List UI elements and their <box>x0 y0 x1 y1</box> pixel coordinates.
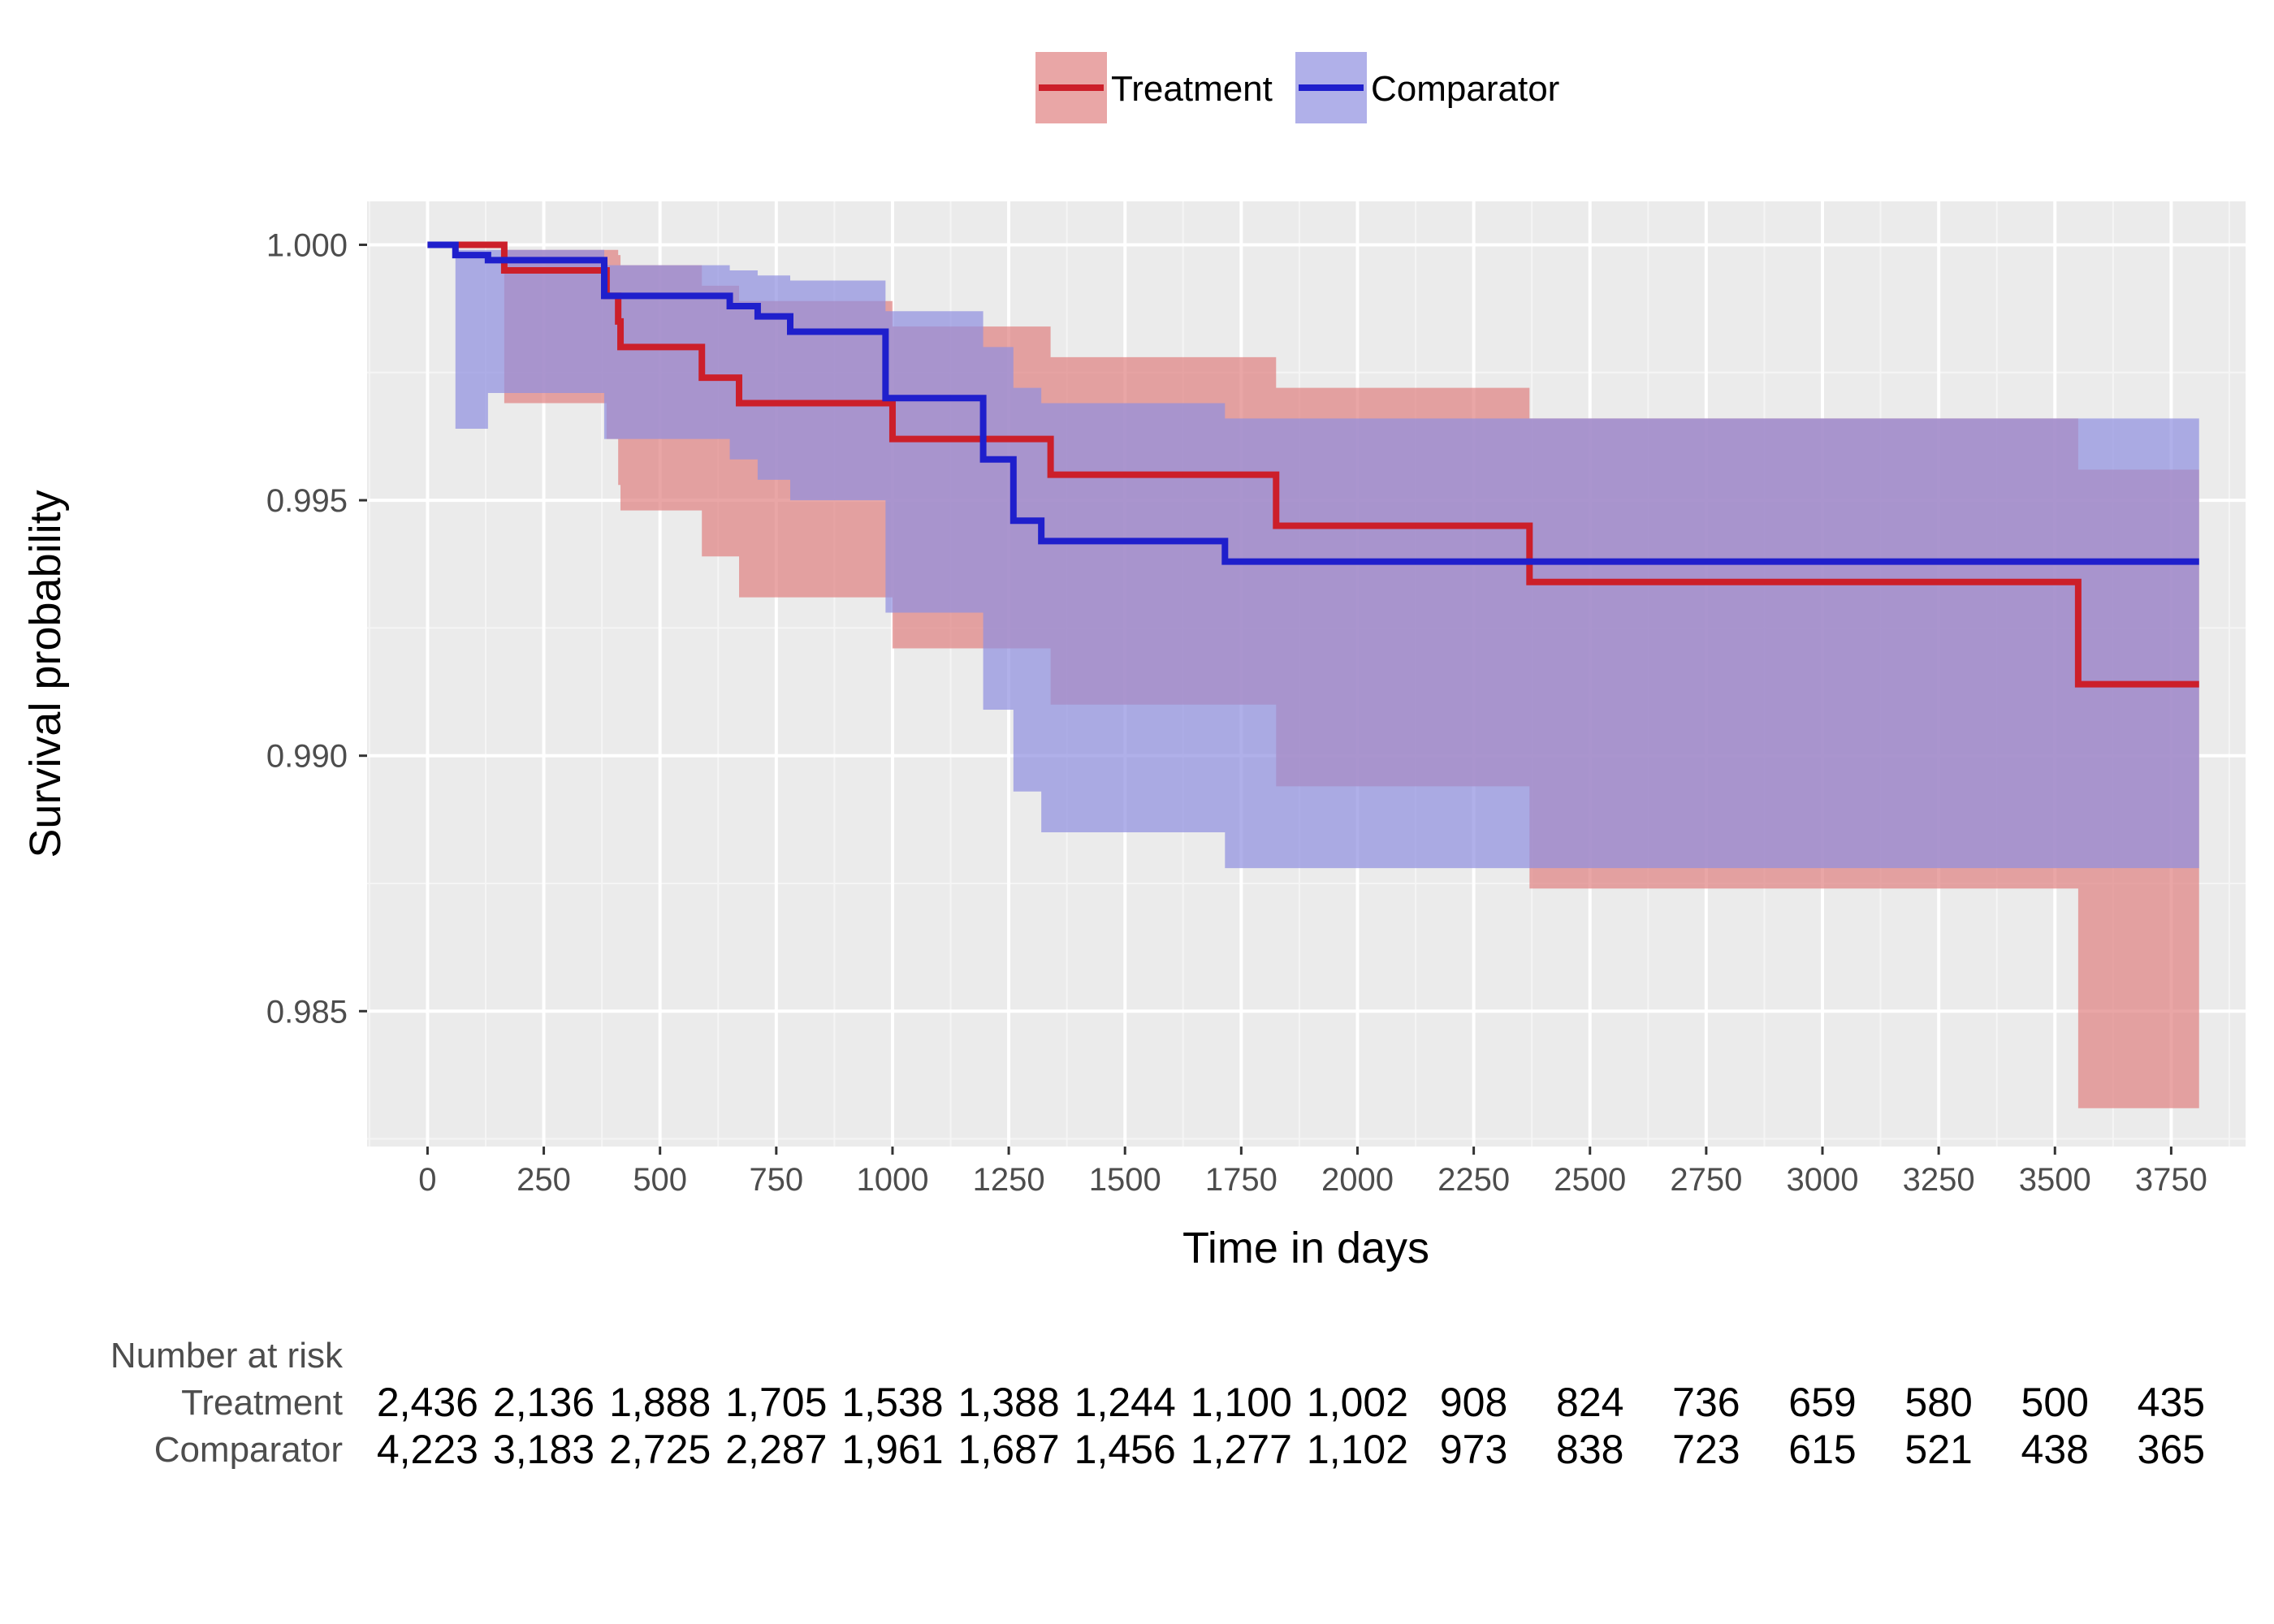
legend-label-treatment: Treatment <box>1111 69 1273 109</box>
x-tick-label: 0 <box>418 1162 436 1198</box>
x-tick-label: 3750 <box>2135 1162 2207 1198</box>
risk-count: 1,002 <box>1307 1380 1408 1425</box>
legend: Treatment Comparator <box>1035 52 1559 123</box>
risk-count: 1,961 <box>841 1427 943 1472</box>
risk-row-label: Comparator <box>154 1430 343 1470</box>
risk-count: 580 <box>1904 1380 1972 1425</box>
risk-count: 4,223 <box>377 1427 478 1472</box>
y-tick-label: 0.985 <box>266 994 348 1030</box>
risk-count: 1,705 <box>725 1380 827 1425</box>
risk-count: 1,244 <box>1074 1380 1176 1425</box>
x-tick-label: 1750 <box>1205 1162 1278 1198</box>
risk-count: 1,277 <box>1191 1427 1292 1472</box>
y-tick-label: 0.995 <box>266 483 348 519</box>
y-tick-label: 1.000 <box>266 227 348 263</box>
x-tick-label: 2750 <box>1670 1162 1742 1198</box>
y-axis-title: Survival probability <box>21 490 70 857</box>
risk-count: 2,136 <box>493 1380 594 1425</box>
risk-count: 659 <box>1788 1380 1856 1425</box>
legend-label-comparator: Comparator <box>1371 69 1559 109</box>
risk-count: 521 <box>1904 1427 1972 1472</box>
x-tick-label: 3000 <box>1787 1162 1859 1198</box>
y-tick-label: 0.990 <box>266 739 348 775</box>
risk-count: 1,538 <box>841 1380 943 1425</box>
risk-count: 438 <box>2021 1427 2089 1472</box>
x-axis: 0 250 500 750 1000 1250 1500 1750 2000 2250 2500 27… <box>418 1147 2207 1198</box>
x-tick-label: 2000 <box>1321 1162 1394 1198</box>
risk-row-label: Treatment <box>181 1383 343 1423</box>
risk-count: 1,687 <box>958 1427 1060 1472</box>
risk-count: 1,888 <box>609 1380 711 1425</box>
risk-count: 2,287 <box>725 1427 827 1472</box>
risk-table: Number at risk Treatment 2,436 2,136 1,888 1,… <box>110 1336 2205 1472</box>
y-axis: 0.985 0.990 0.995 1.000 <box>266 227 367 1030</box>
risk-count: 1,456 <box>1074 1427 1176 1472</box>
x-tick-label: 750 <box>749 1162 803 1198</box>
risk-count: 2,436 <box>377 1380 478 1425</box>
risk-count: 3,183 <box>493 1427 594 1472</box>
risk-count: 973 <box>1440 1427 1507 1472</box>
x-axis-title: Time in days <box>1182 1224 1429 1272</box>
x-tick-label: 1500 <box>1089 1162 1161 1198</box>
risk-count: 1,102 <box>1307 1427 1408 1472</box>
risk-count: 365 <box>2138 1427 2205 1472</box>
risk-count: 1,388 <box>958 1380 1060 1425</box>
risk-count: 615 <box>1788 1427 1856 1472</box>
x-tick-label: 2250 <box>1437 1162 1510 1198</box>
x-tick-label: 250 <box>517 1162 571 1198</box>
risk-count: 723 <box>1672 1427 1740 1472</box>
risk-count: 435 <box>2138 1380 2205 1425</box>
survival-curves <box>427 241 2199 688</box>
x-tick-label: 1000 <box>856 1162 928 1198</box>
risk-count: 500 <box>2021 1380 2089 1425</box>
risk-count: 1,100 <box>1191 1380 1292 1425</box>
survival-line-comparator <box>427 241 2199 565</box>
x-tick-label: 3500 <box>2019 1162 2091 1198</box>
x-tick-label: 2500 <box>1554 1162 1626 1198</box>
risk-count: 736 <box>1672 1380 1740 1425</box>
x-tick-label: 500 <box>633 1162 687 1198</box>
risk-count: 824 <box>1556 1380 1623 1425</box>
risk-count: 908 <box>1440 1380 1507 1425</box>
risk-table-title: Number at risk <box>110 1336 344 1376</box>
x-tick-label: 3250 <box>1903 1162 1975 1198</box>
risk-count: 838 <box>1556 1427 1623 1472</box>
x-tick-label: 1250 <box>973 1162 1045 1198</box>
risk-count: 2,725 <box>609 1427 711 1472</box>
